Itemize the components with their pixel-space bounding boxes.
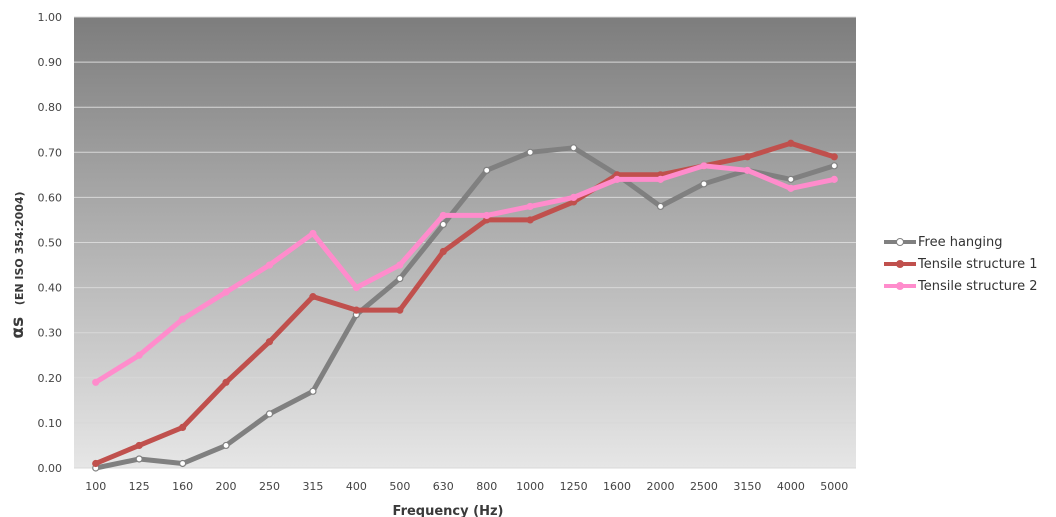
data-point [483, 211, 491, 220]
y-axis-title: αs (EN ISO 354:2004) [8, 191, 28, 338]
x-tick-label: 1000 [516, 480, 544, 493]
data-point [830, 162, 838, 170]
x-tick-label: 800 [476, 480, 497, 493]
y-tick-label: 0.50 [38, 237, 63, 250]
x-tick-label: 1600 [603, 480, 631, 493]
y-tick-labels: 0.00 0.10 0.20 0.30 0.40 0.50 0.60 0.70 0.80 0.90… [38, 11, 63, 475]
legend-label: Tensile structure 2 [918, 278, 1038, 294]
y-tick-label: 0.40 [38, 282, 63, 295]
data-point [656, 202, 665, 211]
y-tick-label: 0.90 [38, 56, 63, 69]
data-point [787, 139, 795, 147]
y-tick-label: 0.80 [38, 101, 63, 114]
data-point [179, 459, 187, 468]
data-point [396, 261, 404, 269]
data-point [439, 211, 447, 220]
y-tick-label: 0.60 [38, 191, 63, 204]
data-point [570, 193, 578, 201]
data-point [265, 410, 274, 418]
data-point [179, 315, 187, 323]
x-tick-label: 100 [85, 480, 106, 493]
data-point [135, 351, 143, 359]
data-point [439, 220, 447, 229]
y-tick-label: 0.30 [38, 327, 63, 340]
data-point [787, 175, 795, 183]
data-point [179, 423, 187, 432]
data-point [526, 216, 534, 224]
legend-item-free-hanging: Free hanging [884, 231, 1056, 253]
data-point [700, 162, 708, 170]
legend-label: Free hanging [918, 234, 1003, 250]
data-point [656, 175, 665, 183]
data-point [352, 306, 360, 314]
x-tick-labels: 100 125 160 200 250 315 400 500 630 800 1000 1250 16… [85, 480, 848, 493]
data-point [309, 293, 317, 301]
y-tick-label: 0.70 [38, 146, 63, 159]
data-point [352, 284, 360, 292]
data-point [743, 153, 751, 161]
x-tick-label: 5000 [820, 480, 848, 493]
data-point [396, 306, 404, 314]
y-tick-label: 0.20 [38, 372, 63, 385]
data-point [135, 455, 143, 463]
legend-item-tensile-structure-2: Tensile structure 2 [884, 275, 1056, 297]
series-free-hanging [92, 144, 838, 472]
x-tick-label: 1250 [560, 480, 588, 493]
x-tick-label: 400 [346, 480, 367, 493]
y-tick-label: 0.10 [38, 417, 63, 430]
data-point [613, 175, 621, 183]
series-line [93, 163, 837, 385]
legend-label: Tensile structure 1 [918, 256, 1038, 272]
x-tick-label: 4000 [777, 480, 805, 493]
y-tick-label: 1.00 [38, 11, 63, 24]
data-point [265, 338, 274, 346]
x-axis-title: Frequency (Hz) [393, 504, 504, 517]
y-tick-label: 0.00 [38, 462, 63, 475]
legend-item-tensile-structure-1: Tensile structure 1 [884, 253, 1056, 275]
x-tick-label: 500 [389, 480, 410, 493]
data-point [309, 387, 317, 395]
data-point [222, 441, 230, 450]
legend-swatch-tensile-structure-2 [884, 280, 916, 292]
y-axis-title-standard: (EN ISO 354:2004) [13, 191, 26, 305]
x-tick-label: 315 [302, 480, 323, 493]
data-point [526, 202, 534, 211]
data-point [135, 441, 143, 450]
data-point [700, 180, 708, 188]
legend: Free hanging Tensile structure 1 Tensile… [884, 231, 1056, 297]
series-line [93, 145, 837, 471]
x-tick-label: 3150 [733, 480, 761, 493]
x-tick-label: 200 [216, 480, 237, 493]
data-point [526, 148, 534, 156]
data-point [396, 274, 404, 283]
x-tick-label: 2000 [647, 480, 675, 493]
x-tick-label: 630 [433, 480, 454, 493]
data-point [265, 261, 274, 269]
data-point [743, 166, 751, 174]
legend-swatch-free-hanging [884, 236, 916, 248]
data-point [830, 153, 838, 161]
data-point [483, 166, 491, 174]
data-point [830, 175, 838, 183]
data-point [222, 378, 230, 386]
series-layer [92, 139, 838, 472]
data-point [92, 378, 100, 386]
x-tick-label: 2500 [690, 480, 718, 493]
legend-swatch-tensile-structure-1 [884, 258, 916, 270]
data-point [787, 184, 795, 192]
data-point [309, 229, 317, 238]
data-point [222, 288, 230, 296]
data-point [92, 459, 100, 468]
x-tick-label: 125 [129, 480, 150, 493]
series-tensile-structure-2 [92, 162, 838, 386]
data-point [570, 144, 578, 152]
gridlines [74, 16, 856, 469]
x-tick-label: 250 [259, 480, 280, 493]
data-point [439, 247, 447, 256]
y-axis-title-symbol: αs [8, 317, 28, 339]
x-tick-label: 160 [172, 480, 193, 493]
